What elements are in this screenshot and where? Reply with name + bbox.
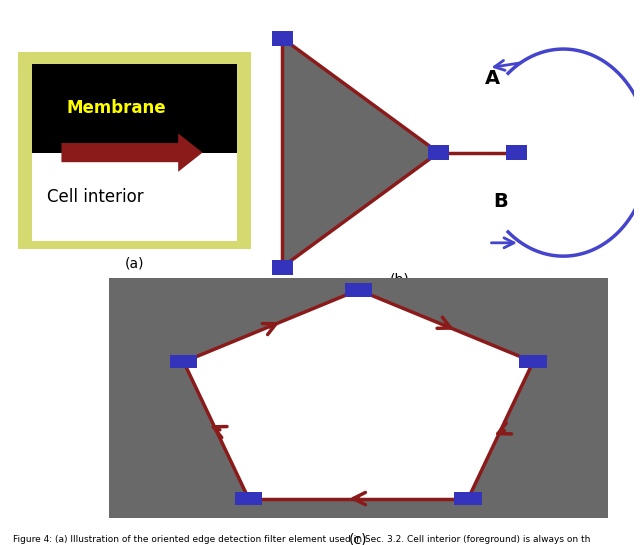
Bar bbox=[18, 52, 251, 249]
Bar bbox=[506, 145, 527, 160]
Bar bbox=[520, 355, 547, 368]
Text: (c): (c) bbox=[349, 532, 367, 545]
Bar bbox=[170, 355, 197, 368]
Bar bbox=[345, 283, 372, 296]
Text: (b): (b) bbox=[390, 272, 409, 286]
Polygon shape bbox=[184, 290, 533, 499]
Bar bbox=[454, 492, 482, 505]
Text: Cell interior: Cell interior bbox=[47, 188, 143, 206]
Bar bbox=[32, 153, 237, 241]
Bar bbox=[32, 64, 237, 153]
Text: Figure 4: (a) Illustration of the oriented edge detection filter element used in: Figure 4: (a) Illustration of the orient… bbox=[13, 535, 590, 544]
Polygon shape bbox=[282, 38, 438, 267]
Text: A: A bbox=[485, 69, 500, 88]
Text: B: B bbox=[493, 192, 508, 211]
FancyArrow shape bbox=[61, 134, 202, 172]
Text: (a): (a) bbox=[125, 256, 144, 270]
Bar bbox=[271, 31, 293, 46]
Text: Membrane: Membrane bbox=[67, 99, 166, 117]
Bar bbox=[428, 145, 449, 160]
Bar bbox=[271, 259, 293, 275]
Bar bbox=[235, 492, 262, 505]
